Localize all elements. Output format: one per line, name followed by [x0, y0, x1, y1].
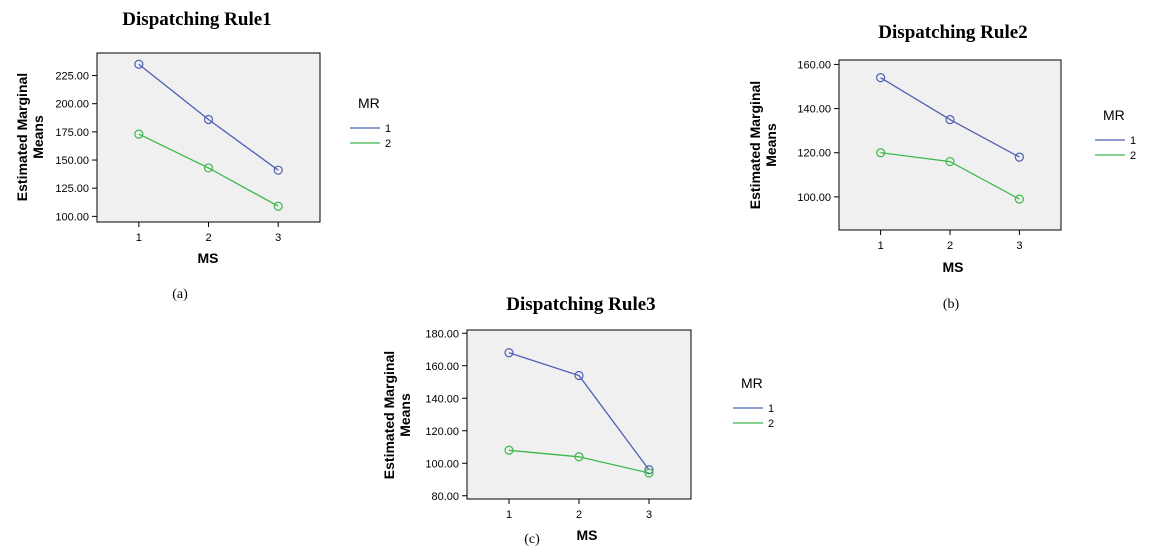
y-tick-label: 160.00	[425, 361, 459, 373]
data-point-1	[504, 348, 514, 358]
x-tick-label: 3	[646, 509, 652, 521]
data-point-1	[876, 73, 886, 83]
y-tick-label: 225.00	[55, 71, 89, 83]
y-axis-title-line-1: Estimated Marginal	[381, 351, 397, 479]
data-point-2	[876, 148, 886, 158]
x-tick-label: 2	[947, 240, 953, 252]
x-tick-label: 2	[205, 232, 211, 244]
data-point-2	[644, 468, 654, 478]
y-tick-label: 175.00	[55, 127, 89, 139]
y-tick-label: 160.00	[797, 59, 831, 71]
data-point-1	[134, 59, 144, 69]
data-point-2	[1014, 194, 1024, 204]
chart-title: Dispatching Rule2	[878, 22, 1027, 43]
y-axis-title-line-1: Estimated Marginal	[747, 81, 763, 209]
x-axis-title: MS	[577, 527, 598, 543]
data-point-1	[644, 465, 654, 475]
chart-panel-3: Dispatching Rule3 (c) 80.00 100.00 120.00 140…	[381, 294, 774, 546]
legend-label: 2	[768, 418, 774, 430]
data-point-2	[945, 156, 955, 167]
x-tick-label: 1	[878, 240, 884, 252]
legend-label: 1	[385, 123, 391, 135]
x-axis-title: MS	[198, 250, 219, 266]
chart-title: Dispatching Rule1	[122, 9, 271, 30]
data-point-2	[203, 163, 214, 173]
x-axis-title: MS	[943, 259, 964, 275]
y-tick-label: 140.00	[425, 393, 459, 405]
plot-area	[838, 59, 1062, 231]
data-point-1	[203, 114, 214, 125]
series-line-2	[880, 152, 1020, 200]
y-tick-label: 140.00	[797, 104, 831, 116]
chart-panel-1: Dispatching Rule1 (a) 100.00 125.00 150.00 17…	[14, 9, 391, 302]
legend-label: 2	[385, 138, 391, 150]
data-point-2	[504, 445, 514, 455]
plot-area	[96, 52, 321, 223]
series-line-1	[138, 63, 279, 171]
y-tick-label: 150.00	[55, 155, 89, 167]
legend-title: MR	[358, 95, 380, 111]
series-line-1	[508, 352, 650, 471]
x-tick-label: 2	[576, 509, 582, 521]
series-line-2	[508, 449, 650, 474]
y-tick-label: 100.00	[425, 458, 459, 470]
legend-title: MR	[1103, 107, 1125, 123]
data-point-1	[574, 370, 584, 381]
x-tick-label: 3	[275, 232, 281, 244]
x-tick-label: 3	[1016, 240, 1022, 252]
x-tick-label: 1	[136, 232, 142, 244]
chart-caption: (c)	[524, 532, 540, 546]
y-tick-label: 125.00	[55, 183, 89, 195]
chart-caption: (b)	[943, 297, 960, 312]
legend-title: MR	[741, 375, 763, 391]
series-line-2	[138, 133, 279, 207]
legend-label: 1	[1130, 135, 1136, 147]
legend-label: 2	[1130, 150, 1136, 162]
series-line-1	[880, 77, 1020, 158]
y-axis-title-line-2: Means	[30, 115, 46, 159]
chart-title: Dispatching Rule3	[506, 294, 655, 315]
x-tick-label: 1	[506, 509, 512, 521]
y-tick-label: 100.00	[797, 192, 831, 204]
y-tick-label: 80.00	[431, 491, 459, 503]
y-tick-label: 100.00	[55, 211, 89, 223]
data-point-2	[273, 201, 283, 211]
legend-label: 1	[768, 403, 774, 415]
y-tick-label: 120.00	[797, 148, 831, 160]
y-axis-title-line-2: Means	[763, 123, 779, 167]
data-point-1	[273, 165, 283, 175]
y-axis-title-line-2: Means	[397, 393, 413, 437]
data-point-2	[574, 452, 584, 462]
y-axis-title-line-1: Estimated Marginal	[14, 73, 30, 201]
y-tick-label: 120.00	[425, 426, 459, 438]
data-point-2	[134, 129, 144, 139]
y-tick-label: 200.00	[55, 99, 89, 111]
data-point-1	[1014, 152, 1024, 162]
data-point-1	[945, 115, 955, 125]
chart-panel-2: Dispatching Rule2 (b) 100.00 120.00 140.00 16…	[747, 22, 1136, 312]
chart-caption: (a)	[172, 287, 188, 302]
plot-area	[466, 329, 692, 500]
y-tick-label: 180.00	[425, 328, 459, 340]
